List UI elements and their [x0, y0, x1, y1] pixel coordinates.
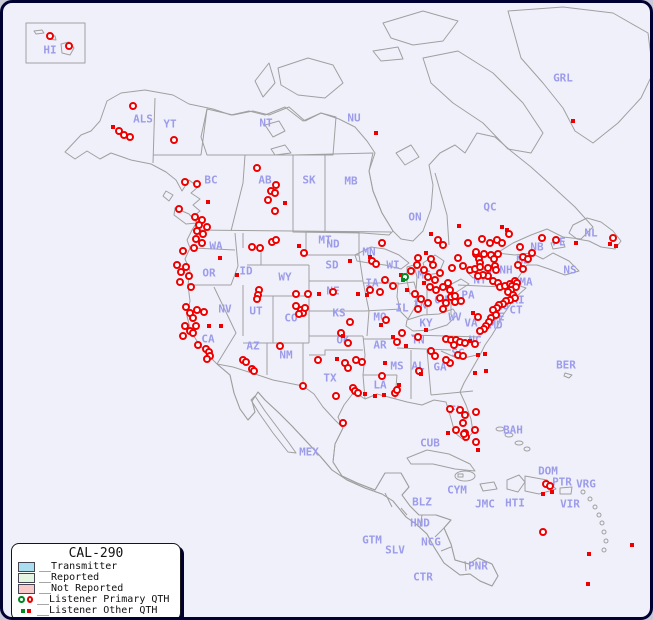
island-antilles-8	[601, 547, 607, 553]
island-puerto-rico	[559, 486, 573, 495]
island-antilles-6	[601, 529, 607, 535]
not-reported-swatch	[18, 583, 35, 594]
island-antilles-1	[580, 489, 586, 495]
island-antilles-4	[596, 512, 602, 518]
island-antilles-7	[603, 538, 609, 544]
island-antilles-3	[592, 504, 598, 510]
island-hawaii-2	[46, 34, 57, 41]
north-america-map	[25, 6, 650, 587]
island-antilles-2	[587, 496, 593, 502]
island-ellesmere	[382, 10, 459, 46]
legend-label: __Listener Other QTH	[37, 605, 158, 616]
legend-label: __Listener Primary QTH	[37, 594, 170, 605]
island-dominican-republic	[524, 475, 557, 495]
legend-row-not-reported: __Not Reported	[18, 583, 174, 594]
great-slave-lake	[270, 144, 292, 156]
island-victoria	[277, 57, 344, 99]
legend-panel: CAL-290 __Transmitter __Reported __Not R…	[11, 543, 181, 617]
transmitter-swatch	[18, 561, 35, 572]
island-southampton	[395, 144, 420, 166]
hawaii-inset-box	[25, 22, 86, 64]
island-greenland	[507, 6, 650, 144]
listener-primary-glyphs	[18, 596, 33, 603]
region-illinois-reported	[396, 281, 418, 320]
region-north-dakota	[305, 231, 360, 256]
island-bahamas-1	[495, 426, 505, 432]
lake-erie	[445, 278, 470, 294]
island-haiti	[506, 474, 526, 493]
island-haida-gwaii	[162, 190, 174, 202]
legend-label: __Transmitter	[39, 561, 118, 572]
region-sask-manitoba	[292, 152, 394, 236]
gulf-of-california	[250, 395, 297, 454]
lake-michigan	[406, 264, 418, 295]
island-bahamas-4	[523, 446, 531, 452]
island-bahamas-3	[514, 440, 524, 446]
listener-other-glyphs	[18, 608, 33, 613]
green-square-icon	[20, 608, 25, 613]
island-antilles-5	[599, 520, 605, 526]
island-pei	[550, 240, 566, 250]
legend-row-listener-primary: __Listener Primary QTH	[18, 594, 174, 605]
island-jamaica	[479, 481, 498, 492]
island-bermuda	[563, 372, 573, 379]
red-ring-icon	[26, 596, 33, 603]
lake-huron	[422, 254, 445, 276]
state-borders	[152, 97, 504, 572]
island-cayman	[457, 473, 464, 478]
region-kentucky	[405, 308, 458, 332]
landmass-mainland	[64, 89, 594, 587]
region-mexico-central-america	[216, 363, 499, 587]
red-square-icon	[26, 608, 31, 613]
cayman-outline	[454, 470, 476, 482]
island-devon	[372, 46, 404, 62]
island-banks	[254, 62, 276, 98]
reported-swatch	[18, 572, 35, 583]
lake-ontario	[466, 266, 489, 279]
lake-superior	[354, 246, 410, 270]
great-bear-lake	[264, 120, 286, 138]
island-hawaii-1	[33, 29, 45, 35]
legend-row-listener-other: __Listener Other QTH	[18, 605, 174, 616]
island-hawaii-3	[60, 41, 75, 56]
island-bahamas-2	[504, 432, 514, 438]
island-baffin	[422, 50, 544, 154]
legend-title: CAL-290	[68, 546, 124, 561]
island-newfoundland	[568, 217, 622, 250]
legend-row-transmitter: __Transmitter	[18, 561, 174, 572]
legend-label: __Not Reported	[39, 583, 124, 594]
legend-label: __Reported	[39, 572, 100, 583]
island-cuba	[406, 449, 476, 472]
island-vancouver	[173, 207, 198, 225]
green-ring-icon	[18, 596, 25, 603]
legend-row-reported: __Reported	[18, 572, 174, 583]
